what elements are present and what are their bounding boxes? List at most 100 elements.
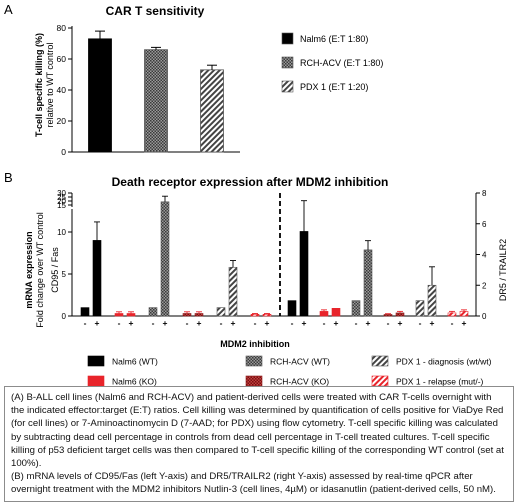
chart-b-bar xyxy=(250,314,260,317)
chart-b-legend-label: Nalm6 (WT) xyxy=(112,357,158,367)
panel-b-letter: B xyxy=(4,170,13,185)
chart-b-treatment-label: - xyxy=(387,318,390,328)
caption-a: (A) B-ALL cell lines (Nalm6 and RCH-ACV)… xyxy=(11,392,504,470)
chart-b-bar xyxy=(114,313,124,317)
chart-a-legend-label: Nalm6 (E:T 1:80) xyxy=(300,34,368,44)
chart-b-legend-label: Nalm6 (KO) xyxy=(112,377,157,387)
chart-b-bar xyxy=(351,300,361,317)
chart-b-legend-swatch xyxy=(245,355,263,367)
chart-b-treatment-label: + xyxy=(231,318,236,328)
chart-b-legend-swatch xyxy=(87,375,105,387)
chart-a-legend: Nalm6 (E:T 1:80) RCH-ACV (E:T 1:80) PDX 1 … xyxy=(281,32,383,93)
chart-b-left-ytick-label: 0 xyxy=(62,312,67,321)
chart-b-treatment-label: - xyxy=(291,318,294,328)
chart-b-bar xyxy=(80,307,90,317)
chart-b-legend: Nalm6 (WT) RCH-ACV (WT) PDX 1 - diagnosis … xyxy=(87,355,492,387)
figure: A CAR T sensitivity T-cell specific kill… xyxy=(4,2,508,387)
chart-b-bar xyxy=(331,308,341,317)
chart-a-ytick-label: 40 xyxy=(57,85,67,95)
chart-a-ylabel-line1: T-cell specific killing (%) xyxy=(34,33,44,137)
chart-a-legend-label: PDX 1 (E:T 1:20) xyxy=(300,82,368,92)
chart-b-right-ytick-label: 6 xyxy=(482,220,487,229)
chart-b-bar xyxy=(415,300,425,317)
chart-a-ytick-label: 0 xyxy=(61,147,66,157)
chart-a-bar xyxy=(200,69,224,153)
chart-b-left-ytick-label: 20 xyxy=(57,197,66,206)
chart-a-bar xyxy=(88,38,112,153)
chart-b-bar xyxy=(299,231,309,317)
chart-b-treatment-label: + xyxy=(334,318,339,328)
chart-b-ylabel-left-2: Fold change over WT control xyxy=(35,212,45,327)
chart-a-legend-swatch xyxy=(281,56,294,69)
chart-b-bar xyxy=(319,311,329,317)
chart-b-ylabel-left-1: mRNA expression xyxy=(24,231,34,308)
chart-a-ytick-label: 20 xyxy=(57,116,67,126)
chart-a-legend-swatch xyxy=(281,32,294,45)
chart-b-legend-swatch xyxy=(371,375,389,387)
chart-b-treatment-label: - xyxy=(84,318,87,328)
chart-b-treatment-label: - xyxy=(451,318,454,328)
chart-b-right-ytick-label: 0 xyxy=(482,312,487,321)
caption-b: (B) mRNA levels of CD95/Fas (left Y-axis… xyxy=(11,471,496,496)
chart-a-legend-swatch xyxy=(281,80,294,93)
chart-b-bar xyxy=(262,314,272,317)
chart-b-right-ytick-label: 2 xyxy=(482,281,487,290)
chart-b-treatment-label: - xyxy=(254,318,257,328)
chart-b-legend-swatch xyxy=(87,355,105,367)
chart-a-ytick-label: 60 xyxy=(57,54,67,64)
chart-b-bar xyxy=(427,284,437,317)
chart-b-ylabel-right: DR5 / TRAILR2 xyxy=(498,239,508,301)
chart-b-bar xyxy=(126,313,136,317)
chart-b-treatment-label: - xyxy=(355,318,358,328)
chart-b-treatment-label: + xyxy=(366,318,371,328)
chart-b-treatment-label: - xyxy=(186,318,189,328)
chart-b-legend-label: RCH-ACV (WT) xyxy=(270,357,330,367)
chart-a-bar xyxy=(144,49,168,153)
chart-b-left-ytick-label: 25 xyxy=(57,193,66,202)
chart-b-bar xyxy=(160,201,170,317)
chart-b-treatment-label: + xyxy=(462,318,467,328)
chart-b-ylabel-left-3: CD95 / Fas xyxy=(50,247,60,293)
chart-b-left-ytick-label: 30 xyxy=(57,189,66,198)
chart-a-ytick-label: 80 xyxy=(57,23,67,33)
figure-caption: (A) B-ALL cell lines (Nalm6 and RCH-ACV)… xyxy=(4,386,514,502)
chart-b-bar xyxy=(395,312,405,317)
chart-a-ylabel-line2: relative to WT control xyxy=(45,43,55,128)
chart-b-treatment-label: + xyxy=(129,318,134,328)
chart-b-bar xyxy=(216,307,226,317)
chart-b-bar xyxy=(363,249,373,317)
chart-b-treatment-label: + xyxy=(163,318,168,328)
chart-b-treatment-label: + xyxy=(398,318,403,328)
chart-b-bar xyxy=(92,240,102,317)
chart-b-left-ytick-label: 10 xyxy=(57,228,66,237)
chart-b-treatment-label: + xyxy=(302,318,307,328)
chart-b-legend-label: PDX 1 - diagnosis (wt/wt) xyxy=(396,357,492,367)
chart-b-right-ytick-label: 4 xyxy=(482,251,487,260)
chart-a-title: CAR T sensitivity xyxy=(106,4,205,18)
chart-b-xlabel: MDM2 inhibition xyxy=(220,339,290,349)
chart-b-treatment-label: - xyxy=(323,318,326,328)
chart-b-legend-swatch xyxy=(245,375,263,387)
chart-b-legend-label: RCH-ACV (KO) xyxy=(270,377,329,387)
chart-b-treatment-label: - xyxy=(152,318,155,328)
chart-b-bar xyxy=(287,300,297,317)
chart-b-treatment-label: + xyxy=(197,318,202,328)
chart-b-treatment-label: - xyxy=(419,318,422,328)
chart-b-bar xyxy=(447,312,457,317)
chart-b-treatment-label: - xyxy=(118,318,121,328)
chart-b-treatment-label: - xyxy=(220,318,223,328)
chart-b-treatment-label: + xyxy=(95,318,100,328)
chart-b-treatment-label: + xyxy=(430,318,435,328)
chart-b-title: Death receptor expression after MDM2 inh… xyxy=(112,175,389,189)
chart-b-bar xyxy=(148,307,158,317)
chart-b-left-ytick-label: 5 xyxy=(62,270,67,279)
panel-a-letter: A xyxy=(4,2,13,17)
chart-b-bar xyxy=(194,313,204,317)
chart-b-bar xyxy=(228,266,238,317)
chart-a: 0 20 40 60 80 xyxy=(57,23,240,157)
chart-b-treatment-label: + xyxy=(265,318,270,328)
chart-b-bar xyxy=(383,314,393,317)
chart-b-legend-label: PDX 1 - relapse (mut/-) xyxy=(396,377,484,387)
chart-a-legend-label: RCH-ACV (E:T 1:80) xyxy=(300,58,383,68)
